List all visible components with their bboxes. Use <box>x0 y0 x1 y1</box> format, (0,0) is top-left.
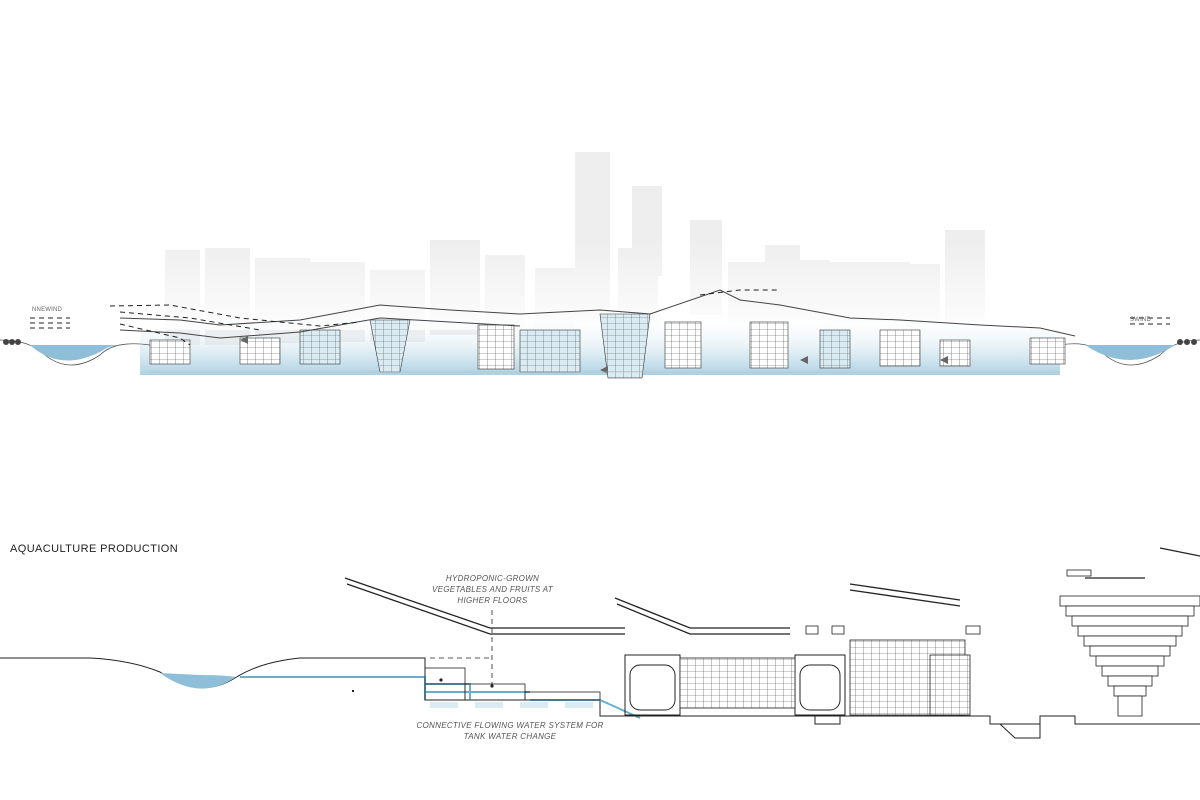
marker <box>352 690 354 692</box>
left-lake <box>0 339 151 366</box>
wind-label-left: NNEWIND <box>32 307 63 313</box>
annotation-leader <box>430 610 493 686</box>
annotation-water-line-1: CONNECTIVE FLOWING WATER SYSTEM FOR <box>416 721 604 730</box>
roof-planters <box>805 569 1092 635</box>
leader-dot-2 <box>439 678 443 682</box>
inverted-tower <box>1059 595 1200 717</box>
aquaculture-tanks <box>424 667 601 701</box>
fog-overlay <box>150 240 1010 330</box>
annotation-hydroponic-line-3: HIGHER FLOORS <box>457 596 528 605</box>
section-title: AQUACULTURE PRODUCTION <box>10 543 179 555</box>
flowing-water-line <box>240 676 641 719</box>
leader-dot <box>490 684 494 688</box>
building-mid-left <box>679 657 796 709</box>
building-annex <box>929 654 971 716</box>
wind-flow-lines <box>30 289 1170 346</box>
annotation-hydroponic: HYDROPONIC-GROWN VEGETABLES AND FRUITS A… <box>430 573 555 606</box>
right-lake <box>1059 339 1200 366</box>
base-platform <box>625 715 1200 739</box>
annotation-water-line-2: TANK WATER CHANGE <box>463 732 557 741</box>
trees <box>3 339 1197 345</box>
terrain-profile <box>0 657 625 717</box>
circulation-arrows <box>240 336 948 374</box>
annotation-water-system: CONNECTIVE FLOWING WATER SYSTEM FOR TANK… <box>410 720 610 742</box>
tank-water <box>430 702 593 708</box>
wind-label-right: SWIND <box>1130 317 1151 323</box>
annotation-hydroponic-line-2: VEGETABLES AND FRUITS AT <box>432 585 553 594</box>
roof-canopies <box>344 547 1200 635</box>
annotation-hydroponic-line-1: HYDROPONIC-GROWN <box>445 574 540 583</box>
